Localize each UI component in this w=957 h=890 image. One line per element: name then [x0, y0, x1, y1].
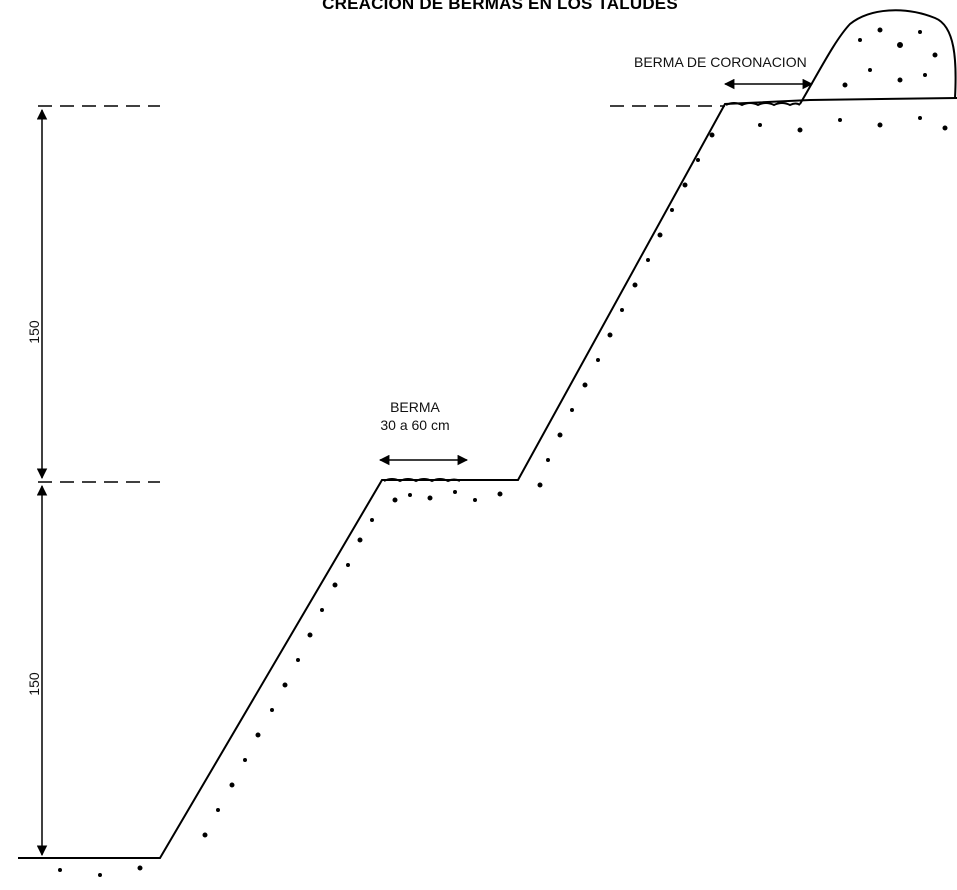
- crest-mound: [799, 9, 957, 105]
- diagram-title: CREACION DE BERMAS EN LOS TALUDES: [322, 0, 678, 13]
- berma-label-line2: 30 a 60 cm: [380, 417, 450, 433]
- berm-texture: [383, 102, 801, 483]
- berma-label-line1: BERMA: [390, 399, 440, 415]
- slope-profile: [18, 97, 957, 859]
- berma-coronacion-label: BERMA DE CORONACION: [634, 54, 807, 70]
- dimension-lower-label: 150: [26, 672, 42, 696]
- berma-label: BERMA 30 a 60 cm: [340, 398, 490, 434]
- soil-texture: [58, 27, 948, 877]
- dimension-upper-label: 150: [26, 320, 42, 344]
